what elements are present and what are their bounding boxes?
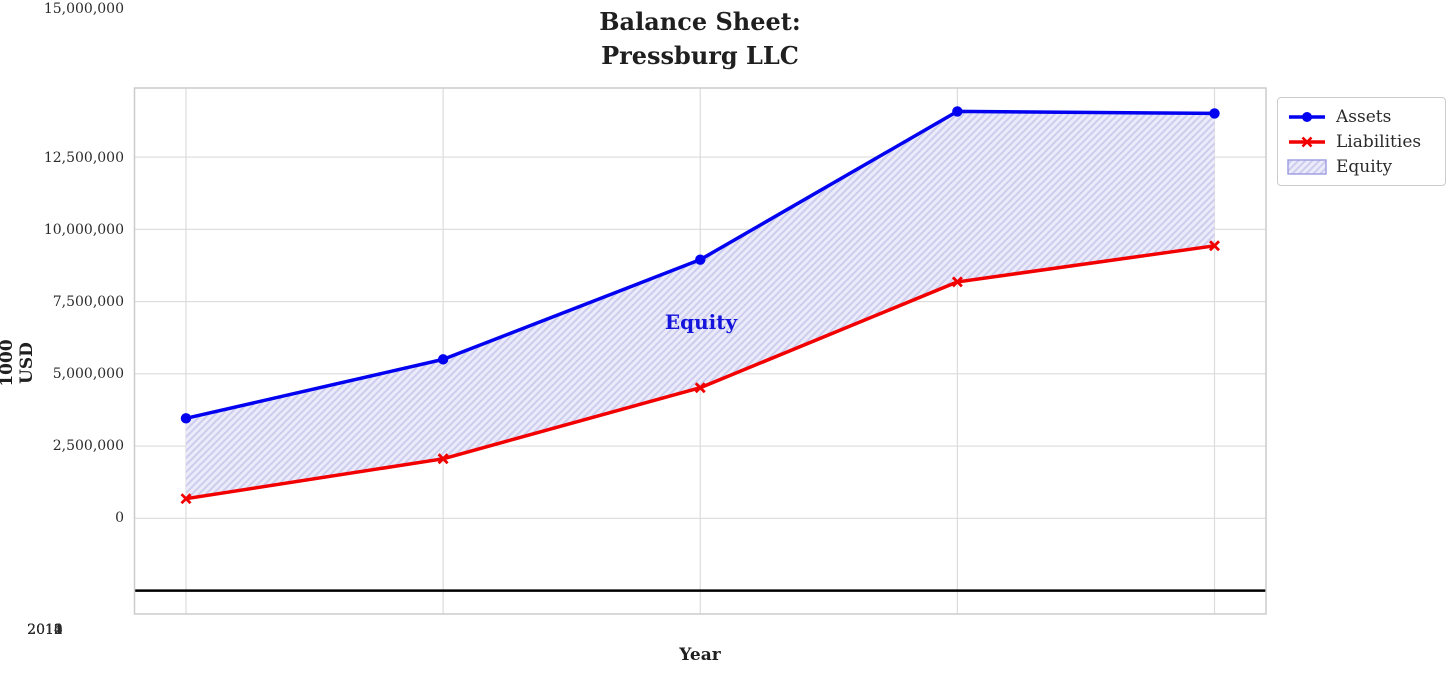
liabilities-point-2013 bbox=[951, 276, 963, 288]
assets-point-2011 bbox=[437, 354, 449, 365]
assets-point-2014 bbox=[1209, 108, 1220, 119]
legend-label-equity: Equity bbox=[1336, 156, 1393, 177]
legend: Assets Liabilities Equity bbox=[1277, 97, 1446, 186]
legend-label-assets: Assets bbox=[1336, 106, 1392, 127]
x-axis-label: Year bbox=[679, 645, 721, 665]
plot-border bbox=[133, 87, 1267, 615]
chart-title: Balance Sheet: Pressburg LLC bbox=[599, 7, 801, 70]
liabilities-point-2014 bbox=[1209, 240, 1220, 252]
assets-point-2012 bbox=[695, 254, 706, 265]
liabilities-markers bbox=[180, 240, 1220, 505]
y-tick-label-10000000: 10,000,000 bbox=[43, 222, 124, 238]
y-tick-label-15000000: 15,000,000 bbox=[43, 1, 124, 17]
y-axis-label: 1000 USD bbox=[0, 339, 37, 387]
x-tick-label-2013: 2013 bbox=[27, 622, 63, 638]
legend-item-assets: Assets bbox=[1287, 104, 1435, 129]
liabilities-point-2012 bbox=[694, 382, 706, 394]
y-tick-label-0: 0 bbox=[115, 510, 124, 526]
y-tick-label-7500000: 7,500,000 bbox=[52, 294, 124, 310]
x-tick-label-2011: 2011 bbox=[27, 622, 63, 638]
x-tick-label-2012: 2012 bbox=[27, 622, 63, 638]
assets-point-2010 bbox=[180, 413, 192, 424]
assets-markers bbox=[180, 106, 1220, 424]
liabilities-point-2011 bbox=[437, 453, 449, 465]
y-tick-label-12500000: 12,500,000 bbox=[43, 150, 124, 166]
assets-line-circle-icon bbox=[1289, 111, 1325, 122]
equity-area bbox=[186, 111, 1215, 499]
x-tick-label-2010: 2010 bbox=[27, 622, 63, 638]
y-tick-label-2500000: 2,500,000 bbox=[52, 438, 124, 454]
liabilities-point-2010 bbox=[180, 493, 192, 505]
equity-hatch-patch-icon bbox=[1287, 158, 1327, 175]
legend-item-equity: Equity bbox=[1287, 154, 1435, 179]
assets-point-2013 bbox=[952, 106, 963, 117]
x-tick-label-2014: 2014 bbox=[27, 622, 63, 638]
legend-label-liabilities: Liabilities bbox=[1336, 131, 1422, 152]
liabilities-line-x-icon bbox=[1289, 136, 1325, 147]
equity-area-annotation: Equity bbox=[664, 310, 738, 334]
y-tick-label-5000000: 5,000,000 bbox=[52, 366, 124, 382]
legend-item-liabilities: Liabilities bbox=[1287, 129, 1435, 154]
